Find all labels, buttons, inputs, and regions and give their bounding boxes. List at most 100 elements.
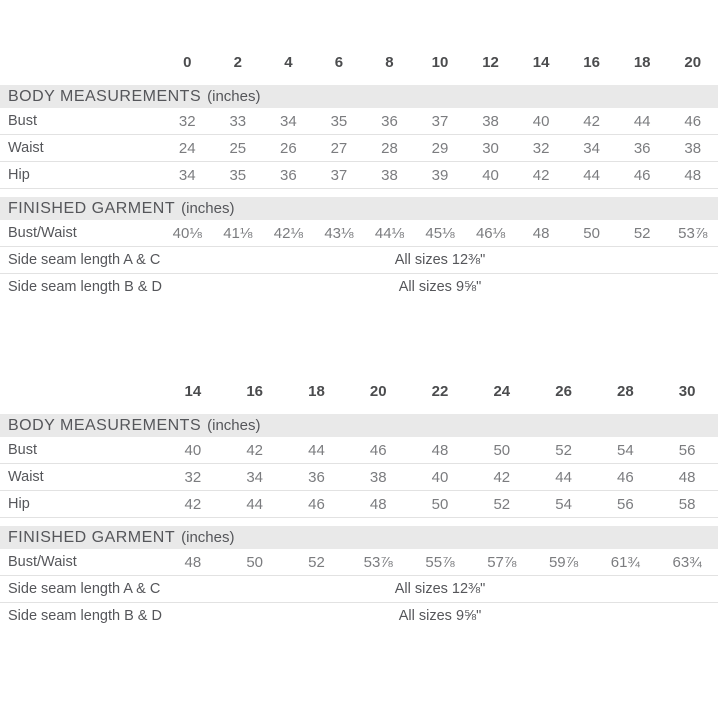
section-header-bar: FINISHED GARMENT (inches) (0, 197, 718, 220)
section-title: BODY MEASUREMENTS (8, 416, 202, 434)
row-value: 46 (633, 166, 651, 184)
row-value: 46 (617, 468, 634, 486)
row-value: 25 (229, 139, 247, 157)
row-label: Waist (8, 140, 44, 156)
size-column-header: 24 (493, 382, 511, 400)
size-column-header: 12 (482, 53, 499, 71)
row-value: 42⅛ (273, 224, 303, 242)
section-title-suffix: (inches) (207, 417, 261, 434)
row-value: 24 (178, 139, 196, 157)
row-value: 40 (431, 468, 449, 486)
row-value: 44 (246, 495, 264, 513)
row-span-value: All sizes 12⅜" (394, 252, 486, 268)
row-label: Waist (8, 469, 44, 485)
row-value: 44⅛ (374, 224, 405, 242)
row-value: 32 (532, 139, 550, 157)
row-value: 59⅞ (548, 553, 579, 571)
section-title-suffix: (inches) (181, 529, 235, 546)
size-header-row: 0 2 4 6 8 10 12 14 16 18 20 (0, 49, 718, 75)
row-value: 56 (678, 441, 696, 459)
size-column-header: 22 (431, 382, 449, 400)
row-value: 48 (532, 224, 550, 242)
row-value: 30 (482, 139, 499, 157)
row-value: 48 (678, 468, 696, 486)
table-row: Bust/Waist 48 50 52 53⅞ 55⅞ 57⅞ 59⅞ 61¾ 63¾ (0, 549, 718, 576)
row-label: Bust (8, 442, 38, 458)
size-column-header: 28 (617, 382, 634, 400)
row-value: 38 (369, 468, 387, 486)
row-value: 40⅛ (172, 224, 202, 242)
row-label: Bust/Waist (8, 225, 77, 241)
row-value: 44 (633, 112, 651, 130)
row-value: 29 (431, 139, 449, 157)
row-label: Hip (8, 167, 30, 183)
table-row: Hip 42 44 46 48 50 52 54 56 58 (0, 491, 718, 518)
row-value: 41⅛ (223, 224, 253, 242)
table-row: Side seam length A & C All sizes 12⅜" (0, 576, 718, 603)
row-value: 43⅛ (324, 224, 354, 242)
row-label: Bust (8, 113, 38, 129)
size-column-header: 20 (684, 53, 702, 71)
row-value: 54 (555, 495, 572, 513)
section-title: BODY MEASUREMENTS (8, 87, 202, 105)
size-column-header: 16 (246, 382, 264, 400)
row-value: 53⅞ (363, 553, 393, 571)
row-value: 52 (555, 441, 572, 459)
row-value: 37 (431, 112, 449, 130)
row-value: 48 (369, 495, 387, 513)
row-value: 35 (229, 166, 247, 184)
row-value: 34 (583, 139, 600, 157)
row-value: 28 (381, 139, 398, 157)
row-value: 61¾ (610, 553, 640, 571)
table-row: Waist 32 34 36 38 40 42 44 46 48 (0, 464, 718, 491)
row-value: 44 (308, 441, 325, 459)
size-column-header: 8 (385, 53, 394, 71)
size-column-header: 14 (184, 382, 202, 400)
section-title-suffix: (inches) (207, 88, 261, 105)
row-value: 38 (482, 112, 499, 130)
row-value: 58 (678, 495, 696, 513)
row-value: 50 (583, 224, 600, 242)
row-value: 34 (280, 112, 297, 130)
row-value: 55⅞ (425, 553, 455, 571)
size-column-header: 2 (233, 53, 242, 71)
row-label: Side seam length A & C (8, 581, 161, 597)
row-value: 40 (482, 166, 499, 184)
row-value: 52 (633, 224, 651, 242)
table-row: Waist 24 25 26 27 28 29 30 32 34 36 38 (0, 135, 718, 162)
row-value: 40 (532, 112, 550, 130)
table-row: Bust/Waist 40⅛ 41⅛ 42⅛ 43⅛ 44⅛ 45⅛ 46⅛ 48 50 52 53⅞ (0, 220, 718, 247)
row-value: 40 (184, 441, 202, 459)
row-value: 42 (493, 468, 511, 486)
row-value: 39 (431, 166, 449, 184)
row-value: 48 (184, 553, 202, 571)
row-value: 46 (308, 495, 325, 513)
size-column-header: 0 (183, 53, 192, 71)
size-column-header: 10 (431, 53, 449, 71)
size-column-header: 18 (633, 53, 651, 71)
row-value: 37 (330, 166, 348, 184)
size-column-header: 6 (334, 53, 344, 71)
size-column-header: 14 (532, 53, 550, 71)
row-label: Side seam length B & D (8, 608, 162, 624)
row-value: 52 (493, 495, 511, 513)
size-tables: 0 2 4 6 8 10 12 14 16 18 20 BODY MEASUREMENTS (inche… (0, 49, 720, 629)
row-value: 42 (246, 441, 264, 459)
row-span-value: All sizes 9⅝" (398, 279, 482, 295)
size-column-header: 30 (678, 382, 696, 400)
row-value: 46 (369, 441, 387, 459)
row-value: 36 (280, 166, 297, 184)
section-title: FINISHED GARMENT (8, 199, 176, 217)
row-label: Bust/Waist (8, 554, 77, 570)
row-value: 48 (684, 166, 702, 184)
row-value: 36 (381, 112, 398, 130)
row-value: 46 (684, 112, 702, 130)
size-column-header: 20 (369, 382, 387, 400)
table-row: Bust 32 33 34 35 36 37 38 40 42 44 46 (0, 108, 718, 135)
row-value: 44 (583, 166, 600, 184)
row-label: Hip (8, 496, 30, 512)
row-value: 42 (184, 495, 202, 513)
size-column-header: 4 (284, 53, 293, 71)
row-value: 54 (617, 441, 634, 459)
row-value: 53⅞ (678, 224, 708, 242)
